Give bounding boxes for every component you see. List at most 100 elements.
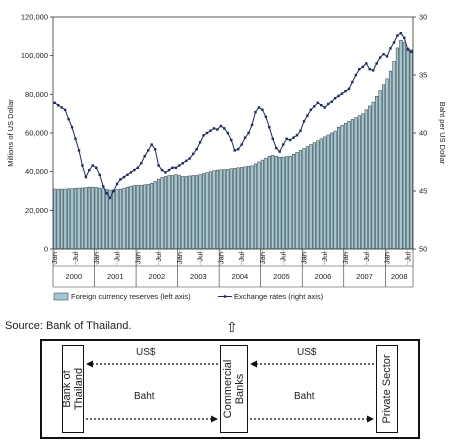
reserve-bar xyxy=(153,181,157,250)
baht-left-label: Baht xyxy=(134,391,155,402)
exchange-rate-point xyxy=(320,104,323,107)
exchange-rate-point xyxy=(188,157,191,160)
exchange-rate-point xyxy=(340,92,344,95)
exchange-rate-point xyxy=(102,185,105,188)
exchange-rate-point xyxy=(306,114,309,117)
reserve-bar xyxy=(406,47,410,250)
reserve-bar xyxy=(399,39,403,250)
reserve-bar xyxy=(305,146,309,250)
commercial-banks-node: Commercial Banks xyxy=(220,345,248,433)
month-label: Jul xyxy=(403,252,412,262)
reserve-bar xyxy=(139,184,143,250)
reserve-bar xyxy=(274,155,278,250)
exchange-rate-point xyxy=(264,115,268,118)
exchange-rate-point xyxy=(171,166,174,169)
month-label: Jul xyxy=(196,252,205,262)
exchange-rate-point xyxy=(257,106,261,109)
exchange-rate-point xyxy=(70,126,74,129)
reserve-bar xyxy=(333,130,337,250)
year-label: 2000 xyxy=(65,272,82,281)
exchange-rate-point xyxy=(164,171,167,174)
left-axis-tick-label: 0 xyxy=(44,245,48,254)
exchange-rate-point xyxy=(95,166,98,169)
exchange-rate-point xyxy=(330,100,333,103)
exchange-rate-point xyxy=(243,136,247,139)
usd-right-label: US$ xyxy=(297,347,317,358)
exchange-rate-point xyxy=(115,182,119,186)
reserve-bar xyxy=(402,41,406,250)
reserve-bar xyxy=(167,175,171,250)
exchange-rate-point xyxy=(174,166,178,169)
exchange-rate-point xyxy=(212,127,216,130)
reserve-bar xyxy=(343,123,348,250)
year-label: 2002 xyxy=(148,272,165,281)
left-axis-title: Millions of US Dollar xyxy=(6,99,15,167)
exchange-rate-point xyxy=(365,62,368,65)
reserve-bar xyxy=(222,169,226,250)
bank-of-thailand-node: Bank of Thailand xyxy=(61,345,85,433)
exchange-rate-point xyxy=(140,162,143,165)
exchange-rate-point xyxy=(403,36,406,40)
reserve-bar xyxy=(98,187,102,250)
exchange-rate-point xyxy=(119,178,122,181)
reserve-bar xyxy=(247,166,251,250)
reserve-bar xyxy=(229,168,233,250)
reserve-bar xyxy=(340,125,344,250)
exchange-rate-point xyxy=(167,168,171,172)
reserve-bar xyxy=(260,159,264,250)
usd-arrow-to-bank-head xyxy=(86,360,93,368)
reserve-bar xyxy=(191,175,195,250)
exchange-rate-point xyxy=(389,47,392,50)
exchange-rate-point xyxy=(63,108,67,111)
up-arrow-icon: ⇧ xyxy=(226,320,238,336)
reserve-bar xyxy=(385,78,389,250)
exchange-rate-point xyxy=(60,106,63,109)
exchange-rate-point xyxy=(129,171,133,174)
exchange-rate-point xyxy=(254,110,257,114)
exchange-rate-point xyxy=(57,104,60,107)
chart-labels: 0 20,000 40,000 60,000 80,000 100,000 120,000 3… xyxy=(6,13,447,282)
left-axis-tick-label: 60,000 xyxy=(25,129,48,138)
reserve-bar xyxy=(347,121,351,250)
left-axis-tick-label: 40,000 xyxy=(25,167,48,176)
exchange-rate-point xyxy=(237,148,240,151)
exchange-rate-point xyxy=(372,69,375,72)
year-label: 2004 xyxy=(232,272,249,281)
reserve-bar xyxy=(150,183,154,250)
exchange-rate-point xyxy=(105,192,108,195)
exchange-rate-point xyxy=(285,137,288,140)
usd-arrow-to-commercial-head xyxy=(250,360,257,368)
reserve-bar xyxy=(326,134,330,250)
exchange-rate-point xyxy=(278,150,281,153)
exchange-rate-point xyxy=(358,68,361,71)
reserve-bar xyxy=(257,161,261,250)
reserve-bar xyxy=(309,144,313,250)
exchange-rate-point xyxy=(219,124,223,128)
left-axis-tick-label: 80,000 xyxy=(25,90,48,99)
month-label: Jan xyxy=(175,252,184,264)
reserve-bar xyxy=(202,173,206,250)
year-label: 2001 xyxy=(107,272,124,281)
reserve-bar xyxy=(364,109,368,250)
left-axis-tick-label: 20,000 xyxy=(25,206,48,215)
reserve-bar xyxy=(392,61,396,250)
exchange-rate-point xyxy=(271,137,274,140)
exchange-rate-point xyxy=(108,196,112,200)
exchange-rate-point xyxy=(181,162,184,165)
year-label: 2006 xyxy=(315,272,332,281)
exchange-rate-point xyxy=(268,126,271,129)
exchange-rate-point xyxy=(223,127,226,130)
exchange-rate-point xyxy=(74,137,77,140)
reserve-bar xyxy=(409,49,413,250)
chart-legend: Foreign currency reserves (left axis) Exc… xyxy=(53,292,324,301)
reserve-bar xyxy=(215,169,219,250)
reserve-bar xyxy=(337,126,341,250)
reserve-bar xyxy=(323,136,327,250)
exchange-rate-point xyxy=(81,164,84,167)
reserve-bar xyxy=(60,188,64,250)
exchange-rate-point xyxy=(209,129,212,132)
reserve-bar xyxy=(371,101,375,250)
reserve-bar xyxy=(330,132,334,250)
month-label: Jul xyxy=(279,252,288,262)
exchange-rate-point xyxy=(133,168,136,172)
